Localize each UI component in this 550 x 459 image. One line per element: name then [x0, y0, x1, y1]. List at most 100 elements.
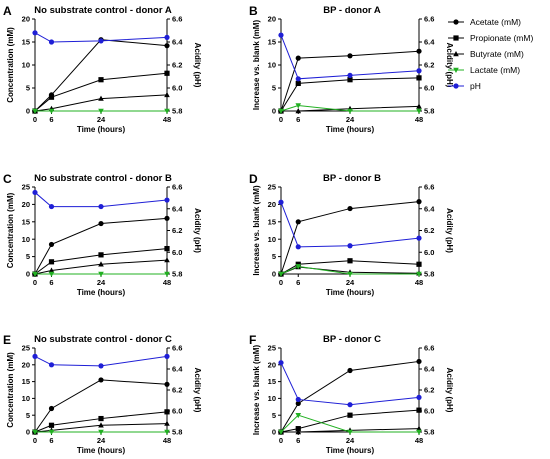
data-point [98, 271, 104, 277]
y-tick-label: 5 [272, 84, 276, 93]
y-tick-label: 15 [268, 217, 276, 226]
legend-marker [453, 51, 459, 57]
data-point [164, 420, 170, 426]
series-line [34, 411, 168, 433]
data-point [164, 271, 170, 277]
panels-layer: A No substrate control - donor A 0 6 24 48 0 5 1… [3, 4, 454, 455]
y-tick-label: 20 [22, 15, 30, 24]
y2-tick-label: 6.4 [424, 38, 435, 47]
data-point [164, 91, 170, 98]
data-point [48, 241, 55, 248]
series-line [280, 362, 420, 406]
data-point [295, 103, 302, 109]
x-tick-label: 6 [49, 436, 53, 445]
data-point [48, 267, 55, 273]
series-line [281, 105, 420, 112]
y2-tick-label: 6.4 [424, 204, 435, 213]
panel-letter: F [249, 333, 256, 347]
data-point [347, 402, 353, 408]
data-point [164, 70, 170, 76]
data-point [347, 271, 353, 277]
x-tick-label: 0 [33, 115, 37, 124]
data-point [32, 189, 38, 196]
series-line [280, 265, 419, 275]
data-point [164, 43, 170, 49]
data-point [32, 30, 38, 36]
data-point [278, 32, 284, 38]
y-tick-label: 15 [22, 377, 30, 386]
x-tick-label: 24 [346, 115, 355, 124]
y-tick-label: 0 [26, 107, 30, 116]
data-point [347, 367, 353, 374]
y-tick-label: 10 [268, 235, 276, 244]
panel-e: E No substrate control - donor C 0 6 24 48 0 5 1… [3, 333, 202, 455]
series-line [280, 260, 420, 275]
data-point [416, 48, 422, 54]
series-line [34, 248, 168, 275]
data-point [278, 429, 284, 435]
series-lactate [278, 264, 422, 277]
panel-letter: D [249, 172, 258, 186]
data-point [98, 95, 104, 101]
y-tick-label: 20 [268, 360, 276, 369]
series-ph [278, 199, 422, 250]
x-tick-label: 48 [163, 278, 171, 287]
y-tick-label: 10 [22, 235, 30, 244]
data-point [295, 396, 301, 403]
data-point [98, 203, 104, 210]
y2-tick-label: 6.2 [172, 386, 182, 395]
y-tick-label: 0 [26, 270, 30, 279]
y2-tick-label: 6.4 [172, 204, 183, 213]
x-tick-label: 24 [346, 278, 355, 287]
series-ph [32, 30, 170, 45]
y2-tick-label: 6.0 [172, 248, 182, 257]
series-line [34, 423, 168, 433]
y-tick-label: 15 [22, 38, 30, 47]
x-tick-label: 24 [97, 115, 106, 124]
data-point [164, 108, 170, 114]
legend-marker [453, 83, 459, 89]
y2-tick-label: 6.0 [172, 84, 182, 93]
data-point [416, 407, 422, 413]
y2-axis-label: Acidity (pH) [193, 208, 202, 253]
series-line [280, 50, 420, 112]
legend-label: Propionate (mM) [470, 33, 533, 43]
y-tick-label: 5 [272, 411, 276, 420]
y-tick-label: 10 [22, 394, 30, 403]
y-axis-label: Increase vs. blank (mM) [252, 345, 261, 436]
x-tick-label: 6 [49, 278, 53, 287]
data-point [416, 261, 422, 267]
panel-letter: B [249, 4, 258, 18]
data-point [164, 245, 170, 252]
y-tick-label: 10 [22, 61, 30, 70]
x-tick-label: 24 [97, 278, 106, 287]
panel-title: BP - donor C [323, 334, 381, 345]
legend-label: Butyrate (mM) [470, 49, 524, 59]
legend-entry-acetate: Acetate (mM) [448, 17, 521, 27]
data-point [416, 103, 422, 109]
y2-tick-label: 6.2 [424, 386, 434, 395]
x-axis-label: Time (hours) [77, 288, 126, 297]
y-tick-label: 15 [268, 38, 276, 47]
y2-tick-label: 6.4 [172, 38, 183, 47]
y2-tick-label: 5.8 [172, 428, 182, 437]
legend-label: pH [470, 81, 481, 91]
y-tick-label: 20 [22, 360, 30, 369]
x-axis-label: Time (hours) [77, 446, 126, 455]
panel-title: BP - donor A [323, 5, 381, 16]
data-point [164, 353, 170, 359]
y-axis-label: Increase vs. blank (mM) [252, 185, 261, 276]
data-point [98, 415, 104, 422]
series-line [280, 360, 420, 433]
data-point [48, 108, 55, 114]
x-axis-label: Time (hours) [326, 446, 375, 455]
y-tick-label: 25 [268, 344, 276, 353]
y-tick-label: 5 [272, 252, 276, 261]
panel-letter: E [3, 333, 11, 347]
data-point [416, 108, 422, 114]
y2-axis-label: Acidity (pH) [193, 43, 202, 88]
series-lactate [278, 413, 422, 435]
panel-d: D BP - donor B 0 6 24 48 0 5 10 15 20 25 5.8 6.0 6.2 6.… [249, 172, 454, 297]
data-point [98, 252, 104, 258]
panel-title: No substrate control - donor B [34, 173, 172, 184]
